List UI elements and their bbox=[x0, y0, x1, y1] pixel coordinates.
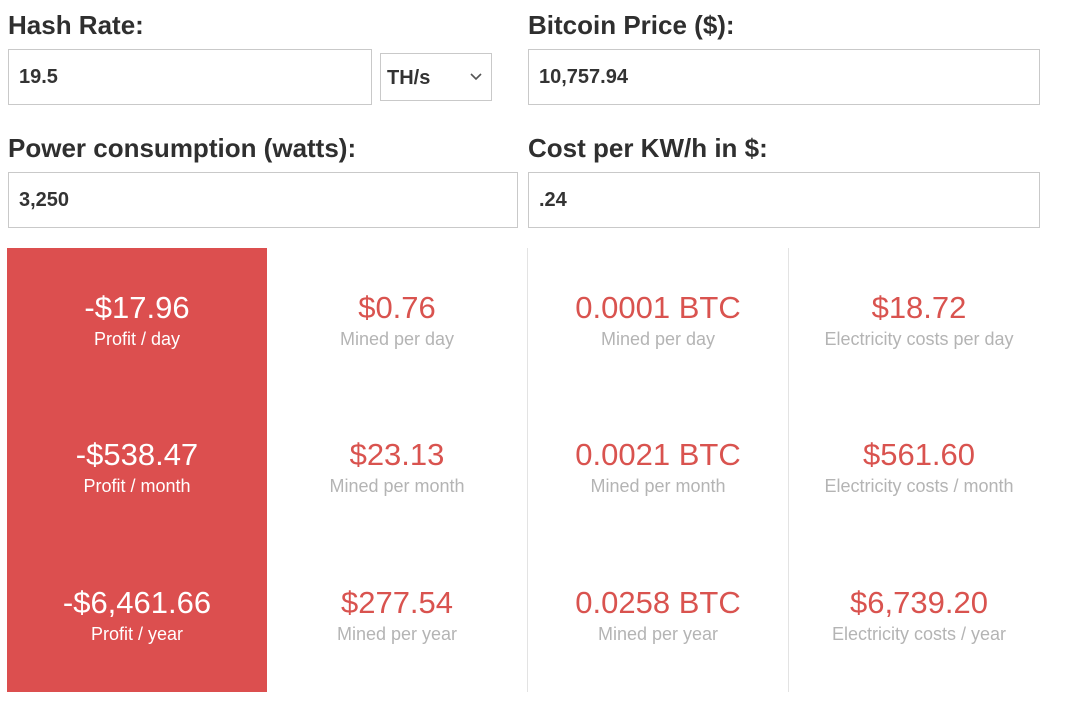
profit-month: -$538.47 Profit / month bbox=[7, 437, 267, 497]
profit-day-value: -$17.96 bbox=[84, 290, 190, 325]
mined-usd-month-value: $23.13 bbox=[349, 437, 445, 472]
electricity-day-label: Electricity costs per day bbox=[824, 329, 1014, 349]
mined-usd-day-label: Mined per day bbox=[339, 329, 455, 349]
electricity-year-label: Electricity costs / year bbox=[831, 624, 1007, 644]
mined-usd-year-label: Mined per year bbox=[336, 624, 458, 644]
profit-month-label: Profit / month bbox=[83, 476, 191, 496]
hash-rate-label: Hash Rate: bbox=[8, 10, 144, 40]
cost-per-kwh-input[interactable] bbox=[528, 172, 1040, 228]
mined-btc-day: 0.0001 BTC Mined per day bbox=[528, 290, 788, 350]
mined-usd-year: $277.54 Mined per year bbox=[267, 585, 527, 645]
mined-btc-year-value: 0.0258 BTC bbox=[575, 585, 741, 620]
electricity-day-value: $18.72 bbox=[871, 290, 967, 325]
column-divider bbox=[788, 248, 789, 692]
electricity-month-label: Electricity costs / month bbox=[824, 476, 1014, 496]
electricity-year: $6,739.20 Electricity costs / year bbox=[789, 585, 1049, 645]
electricity-day: $18.72 Electricity costs per day bbox=[789, 290, 1049, 350]
mined-btc-month-value: 0.0021 BTC bbox=[575, 437, 741, 472]
cost-per-kwh-label: Cost per KW/h in $: bbox=[528, 133, 768, 163]
profit-day-label: Profit / day bbox=[93, 329, 181, 349]
profit-day: -$17.96 Profit / day bbox=[7, 290, 267, 350]
hash-rate-input[interactable] bbox=[8, 49, 372, 105]
profit-year-label: Profit / year bbox=[90, 624, 184, 644]
mined-usd-month-label: Mined per month bbox=[329, 476, 465, 496]
hash-unit-value: TH/s bbox=[387, 67, 431, 89]
mined-btc-day-value: 0.0001 BTC bbox=[575, 290, 741, 325]
mined-btc-day-label: Mined per day bbox=[600, 329, 716, 349]
mined-usd-month: $23.13 Mined per month bbox=[267, 437, 527, 497]
bitcoin-price-input[interactable] bbox=[528, 49, 1040, 105]
profit-month-value: -$538.47 bbox=[75, 437, 199, 472]
mined-btc-month: 0.0021 BTC Mined per month bbox=[528, 437, 788, 497]
profit-year: -$6,461.66 Profit / year bbox=[7, 585, 267, 645]
bitcoin-price-label: Bitcoin Price ($): bbox=[528, 10, 735, 40]
profit-panel bbox=[7, 248, 267, 692]
power-consumption-input[interactable] bbox=[8, 172, 518, 228]
power-consumption-label: Power consumption (watts): bbox=[8, 133, 357, 163]
electricity-month-value: $561.60 bbox=[862, 437, 976, 472]
column-divider bbox=[527, 248, 528, 692]
mined-usd-day-value: $0.76 bbox=[358, 290, 436, 325]
electricity-month: $561.60 Electricity costs / month bbox=[789, 437, 1049, 497]
electricity-year-value: $6,739.20 bbox=[850, 585, 988, 620]
mined-btc-year: 0.0258 BTC Mined per year bbox=[528, 585, 788, 645]
mined-btc-month-label: Mined per month bbox=[590, 476, 726, 496]
chevron-down-icon bbox=[470, 73, 482, 81]
mined-usd-day: $0.76 Mined per day bbox=[267, 290, 527, 350]
mined-btc-year-label: Mined per year bbox=[597, 624, 719, 644]
profit-year-value: -$6,461.66 bbox=[62, 585, 212, 620]
mined-usd-year-value: $277.54 bbox=[340, 585, 454, 620]
hash-unit-select[interactable]: TH/s bbox=[380, 53, 492, 101]
